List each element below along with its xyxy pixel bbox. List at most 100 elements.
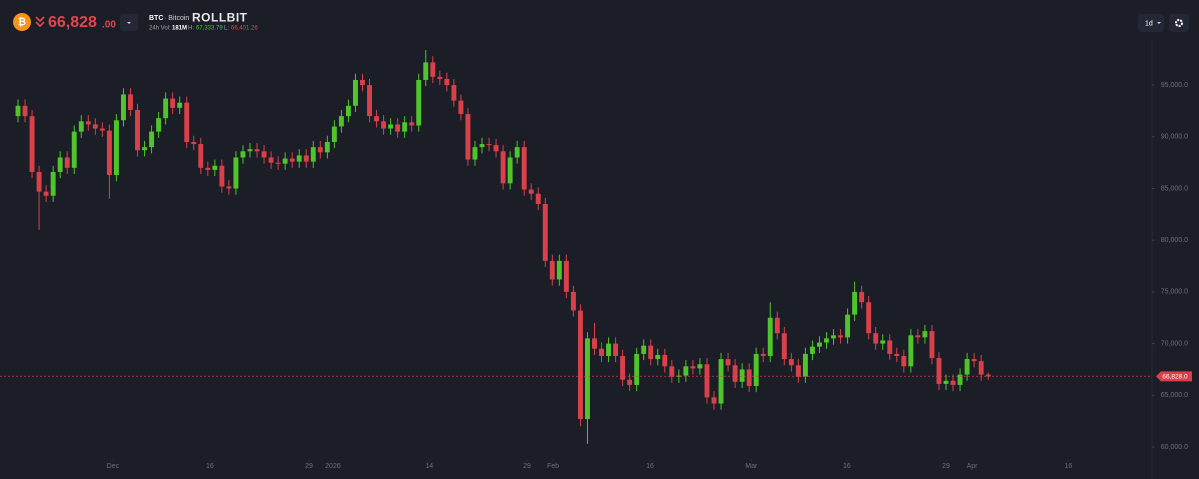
candle-body <box>416 79 422 126</box>
candle-body <box>606 343 612 356</box>
candle-body <box>479 144 485 148</box>
candle-body <box>331 126 337 142</box>
bitcoin-glyph: ₿ <box>18 16 26 28</box>
candle-body <box>85 121 91 125</box>
candle-body <box>950 380 956 385</box>
candle-body <box>423 62 429 80</box>
candle-body <box>577 310 583 420</box>
candle-body <box>395 124 401 132</box>
candle-body <box>936 358 942 384</box>
candle-body <box>795 365 801 377</box>
candle-body <box>760 353 766 356</box>
candle-body <box>303 155 309 162</box>
candle-body <box>233 157 239 189</box>
interval: 1d <box>1145 20 1153 27</box>
candle-body <box>943 380 949 384</box>
brand: ROLLBIT <box>192 11 248 25</box>
candle-body <box>704 364 710 398</box>
candle-body <box>774 317 780 334</box>
candle-body <box>880 340 886 344</box>
candle-body <box>802 353 808 377</box>
candle-body <box>627 379 633 385</box>
candle-body <box>655 354 661 360</box>
candle-body <box>788 359 794 366</box>
candle-body <box>212 165 218 170</box>
candle-body <box>845 314 851 338</box>
candle-body <box>542 204 548 261</box>
candle-body <box>338 116 344 127</box>
candle-body <box>29 116 35 172</box>
candle-body <box>922 331 928 338</box>
y-tick-label: 85,000.0 <box>1161 185 1188 192</box>
candle-body <box>866 302 872 334</box>
last-price-tag: 66,828.0 <box>1162 374 1188 381</box>
x-tick-label: 16 <box>206 463 214 470</box>
x-tick-label: 16 <box>646 463 654 470</box>
candle-body <box>360 79 365 86</box>
settings-button[interactable] <box>1169 14 1189 32</box>
candle-body <box>817 342 822 347</box>
y-tick-label: 80,000.0 <box>1161 237 1188 244</box>
candle-body <box>725 359 731 366</box>
candle-body <box>451 85 457 101</box>
candle-body <box>964 359 970 375</box>
candle-body <box>374 116 380 122</box>
candle-body <box>261 151 267 158</box>
candle-body <box>120 94 126 121</box>
symbol-name: · Bitcoin <box>164 15 189 22</box>
candle-body <box>163 98 169 119</box>
candle-body <box>191 141 197 145</box>
volume: 181M <box>172 26 187 32</box>
candle-body <box>296 155 302 162</box>
candle-body <box>781 333 787 360</box>
candle-body <box>873 333 879 344</box>
candle-body <box>641 345 647 354</box>
candle-body <box>128 94 133 110</box>
x-tick-label: 16 <box>1064 463 1072 470</box>
candle-body <box>669 366 675 377</box>
candle-body <box>711 397 717 404</box>
candle-body <box>985 374 991 377</box>
candle-body <box>683 366 689 376</box>
x-tick-label: 29 <box>305 463 313 470</box>
candle-body <box>978 361 984 375</box>
interval-button[interactable] <box>1138 14 1164 32</box>
candle-body <box>493 145 499 152</box>
candle-body <box>859 291 865 303</box>
candle-body <box>599 348 604 356</box>
candle-body <box>556 260 562 280</box>
candle-body <box>240 151 246 158</box>
dropdown-caret <box>127 22 131 24</box>
candle-body <box>648 345 654 360</box>
settings-icon <box>1175 19 1183 27</box>
x-tick-label: 14 <box>425 463 433 470</box>
candle-body <box>254 149 260 152</box>
candle-body <box>472 147 478 160</box>
candle-body <box>64 157 70 168</box>
candle-body <box>500 151 506 184</box>
x-tick-label: Mar <box>745 463 758 470</box>
candle-body <box>514 147 520 158</box>
candle-body <box>268 157 274 163</box>
x-tick-label: 16 <box>843 463 851 470</box>
candle-body <box>219 165 225 187</box>
candle-body <box>317 147 323 153</box>
candle-body <box>584 338 590 420</box>
candle-body <box>444 78 450 86</box>
candle-body <box>135 109 140 151</box>
candle-body <box>106 130 112 176</box>
volume-label: 24h Vol: <box>149 26 171 32</box>
candle-body <box>149 131 155 148</box>
candle-body <box>198 144 204 168</box>
down-arrow-icon <box>35 16 45 28</box>
candle-body <box>184 102 190 142</box>
candle-body <box>113 120 119 176</box>
candle-body <box>901 355 907 367</box>
bitcoin-icon <box>13 13 31 31</box>
candle-body <box>887 340 893 354</box>
y-tick-label: 95,000.0 <box>1161 82 1188 89</box>
candle-body <box>929 331 935 359</box>
candle-body <box>352 79 358 106</box>
